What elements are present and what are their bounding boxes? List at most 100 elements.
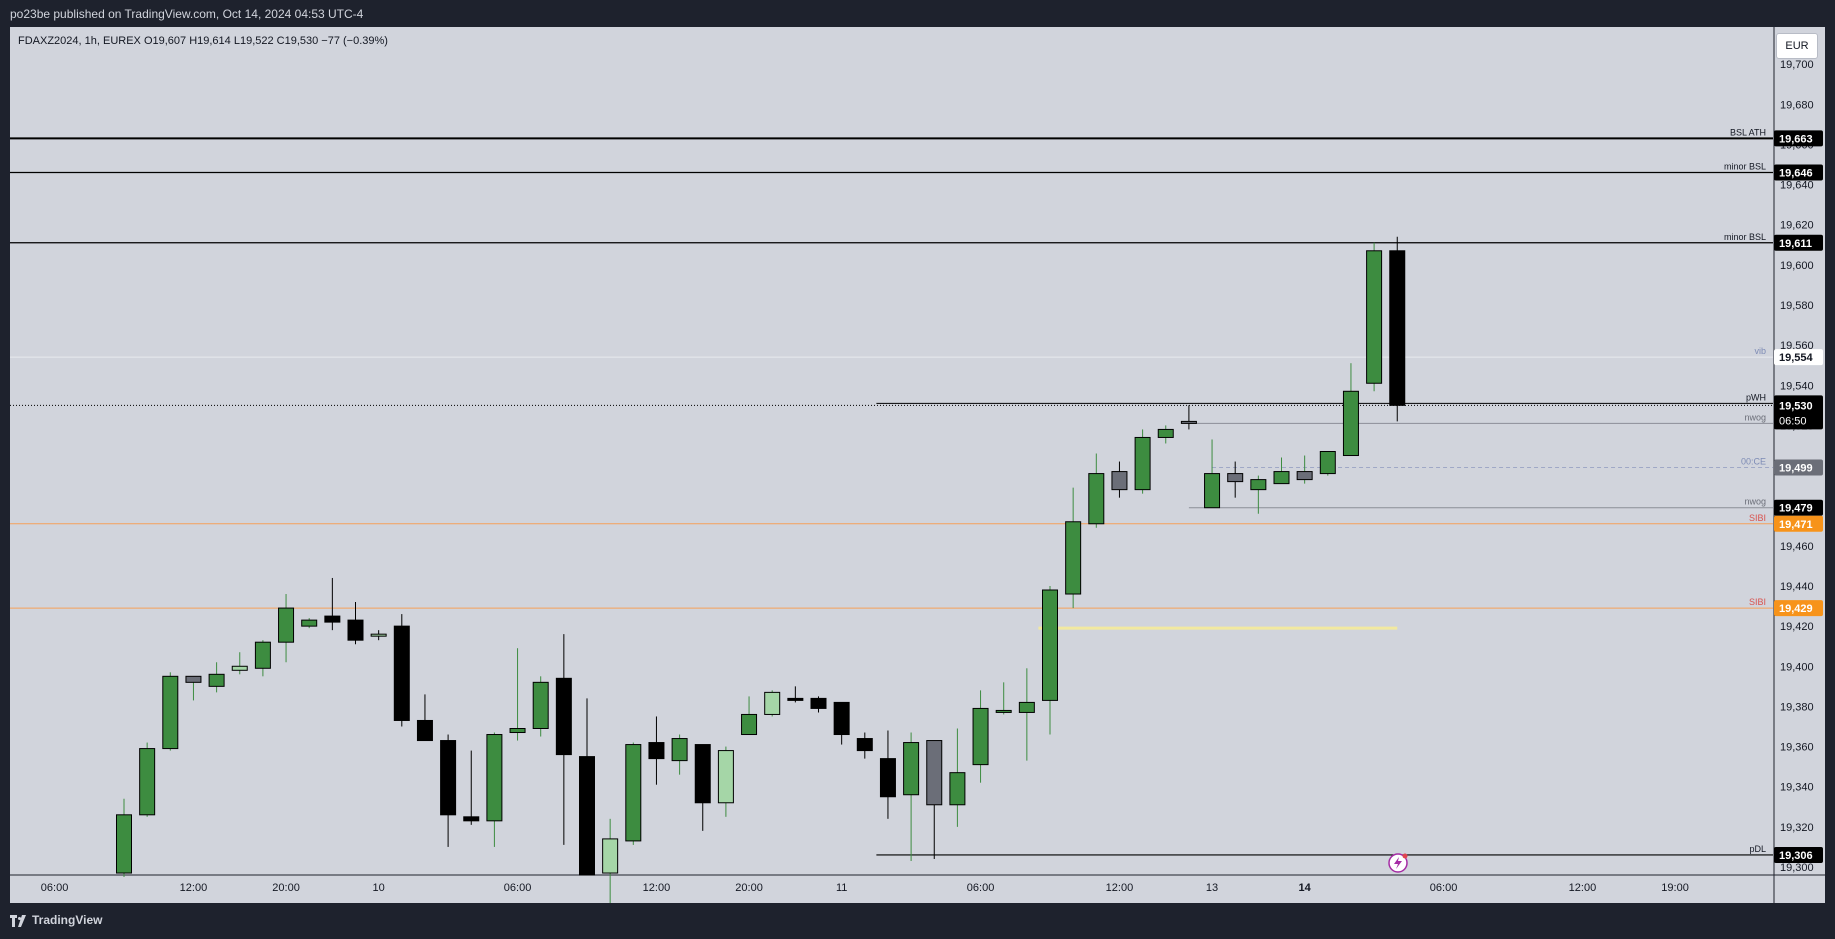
brand-name[interactable]: TradingView	[32, 913, 103, 927]
lightning-icon-dot	[1402, 853, 1408, 859]
level-price-tag-text: 19,479	[1779, 503, 1813, 515]
level-price-tag	[1774, 459, 1823, 476]
level-label: minor BSL	[1724, 161, 1766, 171]
published-text: po23be published on TradingView.com, Oct…	[10, 7, 364, 21]
candle-body	[602, 838, 619, 874]
price-tick-label: 19,560	[1780, 340, 1814, 352]
level-price-tag	[1774, 130, 1823, 147]
time-tick-label: 20:00	[272, 882, 300, 894]
price-tick-label: 19,360	[1780, 742, 1814, 754]
candle-body	[1157, 428, 1174, 438]
candle-body	[440, 740, 457, 816]
level-label: 00:CE	[1741, 457, 1766, 467]
candle-body	[741, 713, 758, 736]
candle-body	[208, 673, 225, 687]
candle-body	[370, 633, 387, 637]
lightning-icon	[1388, 853, 1408, 873]
candle-body	[1180, 420, 1197, 424]
current-price-tag	[1774, 397, 1823, 430]
candle-body	[579, 756, 595, 876]
time-tick-label: 06:00	[41, 882, 69, 894]
publisher-bar: po23be published on TradingView.com, Oct…	[0, 0, 1835, 27]
price-tick-label: 19,640	[1780, 180, 1814, 192]
candle-body	[185, 675, 202, 683]
level-price-tag-text: 19,663	[1779, 133, 1813, 145]
candle-body	[509, 728, 526, 734]
price-tick-label: 19,700	[1780, 59, 1814, 71]
level-label: pDL	[1749, 844, 1766, 854]
level-price-tag	[1774, 515, 1823, 532]
symbol-ohlc-info: FDAXZ2024, 1h, EUREX O19,607 H19,614 L19…	[18, 35, 388, 47]
candle-body	[1042, 589, 1058, 701]
currency-button[interactable]: EUR	[1776, 33, 1818, 59]
candle-body	[903, 742, 920, 796]
level-price-tag-text: 19,429	[1779, 603, 1813, 615]
candle-body	[1134, 436, 1151, 491]
level-label: SIBI	[1749, 597, 1766, 607]
price-tick-label: 19,460	[1780, 541, 1814, 553]
candle-body	[1065, 521, 1082, 595]
level-price-tag-text: 19,471	[1779, 519, 1813, 531]
time-tick-label: 06:00	[1430, 882, 1458, 894]
price-tick-label: 19,300	[1780, 862, 1814, 874]
level-label: pWH	[1746, 392, 1766, 402]
price-tick-label: 19,440	[1780, 581, 1814, 593]
candle-body	[694, 744, 711, 804]
level-price-tag-text: 19,306	[1779, 850, 1813, 862]
candle-body	[995, 709, 1012, 713]
candle-body	[671, 738, 688, 762]
price-tick-label: 19,620	[1780, 220, 1814, 232]
level-label: SIBI	[1749, 513, 1766, 523]
level-price-tag	[1774, 846, 1823, 863]
price-tick-label: 19,340	[1780, 782, 1814, 794]
level-price-tag	[1774, 234, 1823, 251]
time-tick-label: 13	[1206, 882, 1218, 894]
candle-body	[324, 615, 341, 623]
candle-body	[833, 701, 850, 736]
level-price-tag	[1774, 600, 1823, 617]
level-price-tag	[1774, 499, 1823, 516]
level-label: nwog	[1744, 497, 1766, 507]
time-axis[interactable]: 06:00 12:00 20:00 10 06:00 12:00 20:00 11 06:00 1…	[41, 882, 1689, 894]
price-tick-label: 19,380	[1780, 701, 1814, 713]
time-tick-label: 11	[836, 882, 847, 894]
time-tick-label: 12:00	[1569, 882, 1597, 894]
time-tick-label: 14	[1299, 882, 1312, 894]
chart-overlays	[1388, 853, 1408, 873]
time-tick-label: 06:00	[504, 882, 532, 894]
candle-body	[278, 607, 295, 643]
time-tick-label: 10	[373, 882, 385, 894]
candle-body	[1319, 451, 1336, 475]
lightning-icon-bolt	[1394, 857, 1402, 869]
price-axis[interactable]: 19,70019,68019,66019,64019,62019,60019,5…	[1774, 59, 1823, 874]
time-tick-label: 12:00	[1106, 882, 1134, 894]
candle-body	[416, 719, 433, 742]
level-price-tag	[1774, 164, 1823, 181]
price-chart[interactable]: BSL ATH minor BSL minor BSL vib pWH nwog 00:CE…	[10, 27, 1825, 903]
level-price-tag-text: 19,611	[1779, 238, 1812, 250]
time-tick-label: 19:00	[1661, 882, 1689, 894]
candle-body	[555, 677, 572, 756]
level-label: vib	[1754, 346, 1766, 356]
candle-body	[532, 681, 549, 730]
candle-body	[1342, 390, 1359, 457]
level-price-tag-text: 19,646	[1779, 167, 1813, 179]
time-tick-label: 20:00	[735, 882, 763, 894]
countdown-text: 06:50	[1779, 415, 1807, 427]
price-tick-label: 19,540	[1780, 380, 1814, 392]
candle-body	[1366, 250, 1383, 384]
candle-body	[764, 691, 781, 715]
candle-body	[1018, 701, 1035, 713]
price-tick-label: 19,680	[1780, 99, 1814, 111]
candle-body	[463, 816, 480, 822]
candle-body	[717, 750, 734, 804]
tradingview-logo-icon[interactable]	[10, 914, 28, 928]
price-tick-label: 19,320	[1780, 822, 1814, 834]
price-tick-label: 19,400	[1780, 661, 1814, 673]
time-tick-label: 12:00	[180, 882, 208, 894]
candle-body	[949, 772, 966, 806]
candle-body	[1250, 479, 1267, 491]
price-tick-label: 19,600	[1780, 260, 1814, 272]
level-label: minor BSL	[1724, 232, 1766, 242]
candle-body	[393, 625, 410, 721]
